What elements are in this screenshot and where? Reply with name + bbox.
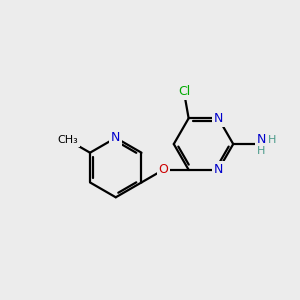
Text: O: O: [158, 163, 168, 176]
Text: N: N: [111, 131, 120, 144]
Text: CH₃: CH₃: [58, 135, 79, 145]
Text: N: N: [214, 163, 223, 176]
Text: H: H: [257, 146, 266, 156]
Text: N: N: [214, 112, 223, 125]
Text: Cl: Cl: [178, 85, 190, 98]
Text: H: H: [268, 135, 276, 145]
Text: N: N: [257, 133, 266, 146]
